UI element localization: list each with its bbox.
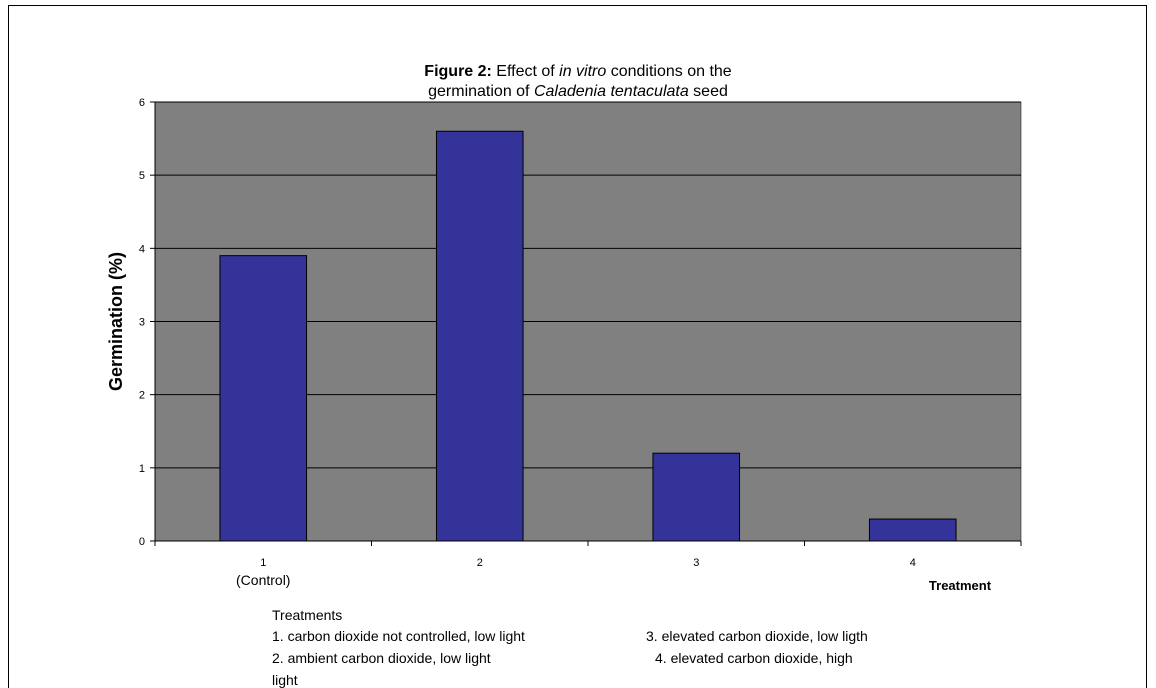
- y-tick-label: 4: [139, 243, 145, 255]
- chart-title: Figure 2: Effect of in vitro conditions …: [424, 63, 732, 80]
- title-part: Effect of: [492, 63, 559, 80]
- x-tick-label: 3: [693, 557, 699, 569]
- bar: [868, 518, 957, 542]
- y-axis-label: Germination (%): [106, 252, 126, 391]
- x-axis-label: Treatment: [929, 578, 992, 593]
- title-part: seed: [689, 83, 728, 100]
- plot-border: [154, 101, 1022, 542]
- y-tick-label: 0: [139, 536, 145, 548]
- note: 3. elevated carbon dioxide, low ligth: [646, 628, 868, 644]
- chart-title: germination of Caladenia tentaculata see…: [428, 83, 728, 100]
- title-part: Figure 2:: [424, 63, 492, 80]
- y-tick-label: 1: [139, 463, 145, 475]
- title-part: germination of: [428, 83, 534, 100]
- y-tick-label: 5: [139, 170, 145, 182]
- y-tick-label: 6: [139, 97, 145, 109]
- y-tick-label: 3: [139, 317, 145, 329]
- note: 2. ambient carbon dioxide, low light: [272, 650, 491, 666]
- note: light: [272, 672, 298, 688]
- notes-heading: Treatments: [272, 607, 342, 623]
- x-tick-label: 1: [260, 557, 266, 569]
- title-part: in vitro: [559, 63, 606, 80]
- note: 4. elevated carbon dioxide, high: [655, 650, 853, 666]
- note: 1. carbon dioxide not controlled, low li…: [272, 628, 525, 644]
- title-part: Caladenia tentaculata: [534, 83, 689, 100]
- title-part: conditions on the: [606, 63, 732, 80]
- x-tick-label: 4: [910, 557, 916, 569]
- bar: [435, 130, 524, 542]
- x-tick-label: 2: [477, 557, 483, 569]
- annotation: (Control): [236, 572, 290, 588]
- y-tick-label: 2: [139, 390, 145, 402]
- bar: [652, 452, 741, 542]
- bar: [219, 255, 308, 542]
